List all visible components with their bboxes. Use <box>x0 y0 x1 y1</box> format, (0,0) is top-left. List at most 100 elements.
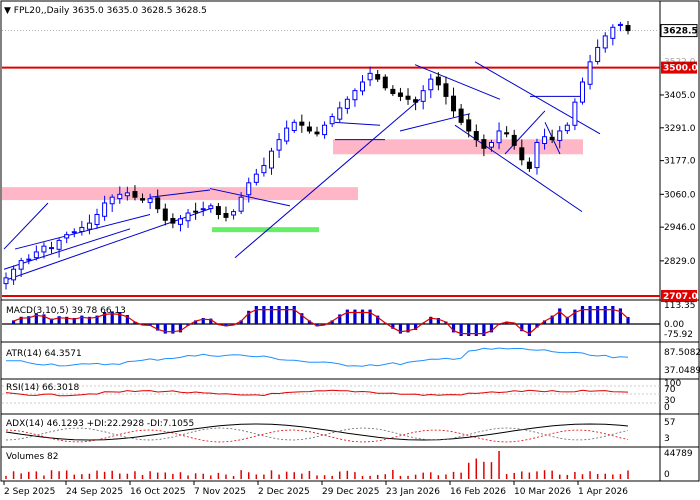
candle-body <box>238 196 244 212</box>
macd-bar <box>459 324 463 336</box>
candle-body <box>79 226 85 233</box>
candle <box>86 214 92 235</box>
candle <box>253 168 259 186</box>
macd-tick-label: -75.92 <box>664 330 693 340</box>
macd-bar <box>57 316 61 324</box>
adx-line <box>5 423 629 441</box>
rsi-tick-label: 100 <box>664 379 681 389</box>
candle <box>26 254 32 265</box>
trendline <box>414 64 501 100</box>
candle <box>306 121 312 134</box>
candle-body <box>124 192 130 197</box>
macd-bar <box>626 316 630 324</box>
candle-body <box>200 208 206 211</box>
candle-body <box>488 141 494 148</box>
macd-bar <box>489 324 494 333</box>
candle-body <box>443 83 449 97</box>
macd-bar <box>580 306 585 324</box>
volume-tick-label: 0 <box>664 470 670 480</box>
macd-bar <box>414 324 418 330</box>
candle <box>170 213 176 229</box>
candle <box>504 126 510 138</box>
candle-body <box>215 206 221 215</box>
macd-bar <box>618 308 623 324</box>
candle-body <box>276 139 282 151</box>
y-tick-label: 3522.0 <box>664 57 696 67</box>
candle-body <box>117 193 123 200</box>
candle <box>564 122 570 134</box>
trendline <box>504 110 546 155</box>
macd-bar <box>527 324 531 336</box>
candle <box>276 133 282 158</box>
macd-bar <box>72 318 76 324</box>
macd-bar <box>505 321 509 324</box>
candle-body <box>481 139 487 149</box>
candle <box>284 120 290 145</box>
candle <box>390 85 396 97</box>
x-date-label: 23 Jan 2026 <box>386 487 440 497</box>
candle-body <box>397 92 403 97</box>
candle <box>428 73 434 99</box>
macd-bar <box>118 312 122 324</box>
candle <box>177 215 183 232</box>
candle <box>56 237 62 258</box>
atr-line <box>5 347 629 367</box>
macd-bar <box>353 309 357 324</box>
macd-bar <box>110 311 114 324</box>
y-tick-label: 2829.0 <box>664 257 696 267</box>
macd-bar <box>163 324 167 334</box>
green-zone <box>212 227 319 233</box>
candle <box>443 76 449 105</box>
macd-bar <box>133 321 137 324</box>
rsi-title: RSI(14) 66.3018 <box>6 383 79 393</box>
candle <box>299 114 305 133</box>
candle-body <box>246 182 252 196</box>
candle <box>420 85 426 110</box>
candle <box>367 66 373 87</box>
candle <box>223 206 229 222</box>
macd-bar <box>338 314 342 324</box>
candle <box>625 21 631 35</box>
candle-body <box>435 76 441 86</box>
candle <box>481 134 487 157</box>
y-tick-label: 3060.0 <box>664 190 696 200</box>
candle-body <box>428 78 434 91</box>
candle <box>534 138 540 175</box>
candle <box>458 104 464 126</box>
candle-body <box>329 116 335 125</box>
candle <box>185 209 191 228</box>
candle-body <box>322 124 328 136</box>
macd-bar <box>156 324 160 331</box>
trendline <box>3 228 131 270</box>
candle-body <box>344 98 350 109</box>
candle-body <box>496 130 502 144</box>
macd-bar <box>550 315 554 324</box>
candle-body <box>253 173 259 183</box>
y-tick-label: 3177.0 <box>664 157 696 167</box>
macd-bar <box>209 318 213 324</box>
candle <box>466 114 472 138</box>
chart-symbol-label: ▼ FPL20,,Daily 3635.0 3635.0 3628.5 3628… <box>4 6 207 16</box>
candle-body <box>352 90 358 101</box>
candle <box>193 202 199 220</box>
plus-di-line <box>5 427 629 441</box>
candle-body <box>451 95 457 112</box>
candle-body <box>94 213 100 226</box>
trendline <box>334 121 381 126</box>
candle-body <box>193 210 199 213</box>
macd-bar <box>588 306 592 324</box>
candle <box>382 74 388 91</box>
candle-body <box>625 25 631 32</box>
candle-body <box>473 131 479 141</box>
candle <box>162 203 168 226</box>
candle <box>360 75 366 96</box>
y-tick-label: 3291.0 <box>664 124 696 134</box>
candle <box>200 201 206 217</box>
candle-body <box>11 268 17 281</box>
macd-bar <box>27 316 31 324</box>
candle-body <box>413 99 419 103</box>
candle <box>246 177 252 203</box>
candle-body <box>420 90 426 102</box>
candle-body <box>534 141 540 169</box>
